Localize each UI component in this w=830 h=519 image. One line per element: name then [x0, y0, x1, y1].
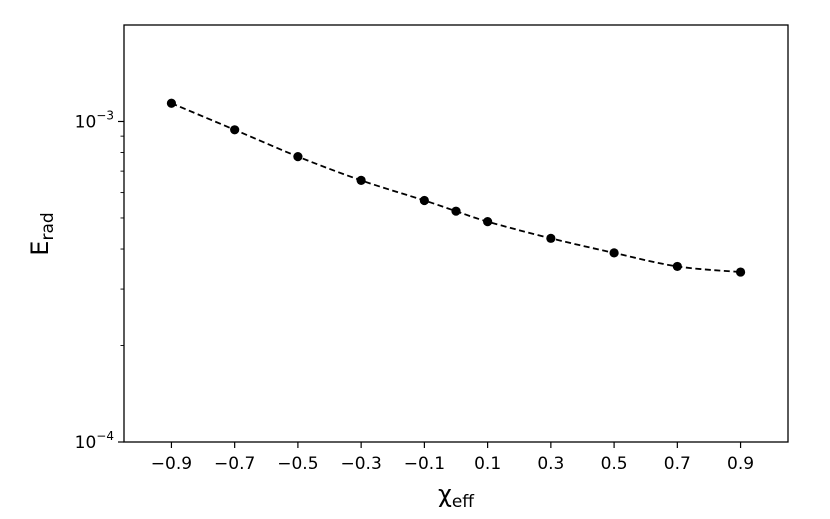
data-point [293, 152, 303, 162]
plot-frame [123, 24, 789, 443]
x-tick-label: 0.1 [474, 454, 501, 474]
series-line [171, 102, 741, 273]
x-tick-label: −0.7 [214, 454, 255, 474]
data-point [672, 261, 682, 272]
data-point [546, 233, 556, 243]
x-axis-label: χeff [438, 480, 475, 512]
x-tick-label: 0.9 [727, 454, 754, 474]
y-axis-label: Erad [26, 212, 58, 255]
data-point [735, 267, 746, 277]
y-tick-label: 10−3 [75, 108, 114, 132]
x-tick-label: −0.3 [341, 454, 382, 474]
series-layer [166, 98, 746, 277]
x-tick-label: −0.9 [151, 454, 192, 474]
x-tick-label: 0.5 [601, 454, 628, 474]
x-tick-label: −0.1 [404, 454, 445, 474]
x-axis-ticks: −0.9 −0.7 −0.5 −0.3 −0.1 0.1 0.3 0.5 0.7 0.9 [151, 442, 754, 474]
y-axis-ticks: 10−3 10−4 [75, 108, 124, 453]
x-tick-label: 0.7 [664, 454, 691, 474]
x-tick-label: −0.5 [277, 454, 318, 474]
data-point [230, 125, 240, 135]
data-point [166, 98, 177, 108]
data-point [419, 195, 429, 206]
x-tick-label: 0.3 [537, 454, 564, 474]
data-point [483, 217, 493, 227]
data-point [451, 206, 461, 216]
data-point [609, 248, 619, 258]
y-tick-label: 10−4 [75, 429, 114, 453]
axes [123, 24, 789, 443]
data-point [356, 175, 366, 185]
